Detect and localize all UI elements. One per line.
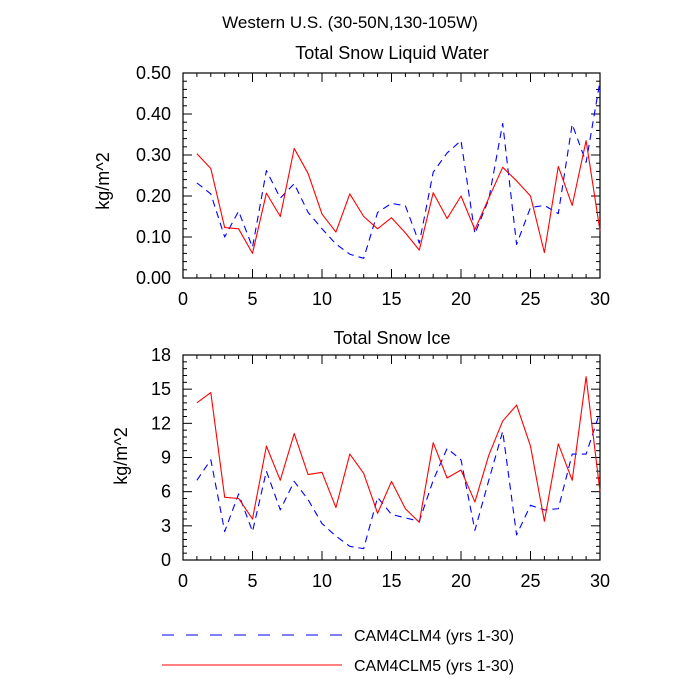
y-tick-label: 18 — [151, 345, 171, 365]
legend: CAM4CLM4 (yrs 1-30) CAM4CLM5 (yrs 1-30) — [162, 628, 514, 675]
panel-snow-liquid-water: Total Snow Liquid Water kg/m^2 0 5 10 15 20 2… — [93, 43, 610, 309]
x-tick-label: 25 — [520, 289, 540, 309]
series-line-cam4clm4 — [196, 81, 601, 259]
panel-1-title: Total Snow Liquid Water — [295, 43, 488, 63]
x-tick-label: 15 — [381, 571, 401, 591]
x-tick-label: 20 — [451, 571, 471, 591]
panel-2-ylabel: kg/m^2 — [111, 427, 131, 484]
x-tick-label: 15 — [381, 289, 401, 309]
y-tick-label: 0.30 — [136, 145, 171, 165]
x-tick-label: 0 — [178, 571, 188, 591]
y-tick-label: 15 — [151, 379, 171, 399]
legend-label-cam4clm5: CAM4CLM5 (yrs 1-30) — [354, 658, 514, 675]
figure-title: Western U.S. (30-50N,130-105W) — [222, 13, 478, 32]
x-tick-label: 10 — [312, 289, 332, 309]
y-tick-label: 0.10 — [136, 227, 171, 247]
panel-1-ylabel: kg/m^2 — [93, 152, 113, 209]
y-tick-label: 0 — [161, 550, 171, 570]
y-tick-label: 6 — [161, 482, 171, 502]
x-tick-label: 10 — [312, 571, 332, 591]
y-tick-label: 3 — [161, 516, 171, 536]
x-tick-label: 30 — [590, 571, 610, 591]
x-tick-label: 20 — [451, 289, 471, 309]
x-tick-label: 0 — [178, 289, 188, 309]
y-tick-label: 9 — [161, 448, 171, 468]
y-tick-label: 0.00 — [136, 268, 171, 288]
x-tick-label: 30 — [590, 289, 610, 309]
y-tick-label: 0.20 — [136, 186, 171, 206]
legend-item-cam4clm5: CAM4CLM5 (yrs 1-30) — [162, 658, 514, 675]
series-line-cam4clm5 — [196, 376, 601, 523]
legend-label-cam4clm4: CAM4CLM4 (yrs 1-30) — [354, 628, 514, 645]
panel-2-plot-area: 0 5 10 15 20 25 30 0 3 6 9 12 15 18 — [151, 345, 610, 591]
series-line-cam4clm4 — [196, 411, 601, 550]
x-tick-label: 5 — [247, 289, 257, 309]
plot-frame — [182, 354, 601, 561]
y-tick-label: 0.40 — [136, 104, 171, 124]
y-tick-label: 12 — [151, 413, 171, 433]
plot-frame — [182, 72, 601, 279]
series-line-cam4clm5 — [196, 140, 601, 254]
panel-2-title: Total Snow Ice — [333, 328, 450, 348]
panel-1-plot-area: 0 5 10 15 20 25 30 0.00 0.10 0.20 0.30 0.40 0.50 — [136, 63, 610, 309]
x-tick-label: 25 — [520, 571, 540, 591]
x-tick-label: 5 — [247, 571, 257, 591]
panel-snow-ice: Total Snow Ice kg/m^2 0 5 10 15 20 25 30 0 3 6 9 12… — [111, 328, 610, 591]
legend-item-cam4clm4: CAM4CLM4 (yrs 1-30) — [162, 628, 514, 645]
y-tick-label: 0.50 — [136, 63, 171, 83]
